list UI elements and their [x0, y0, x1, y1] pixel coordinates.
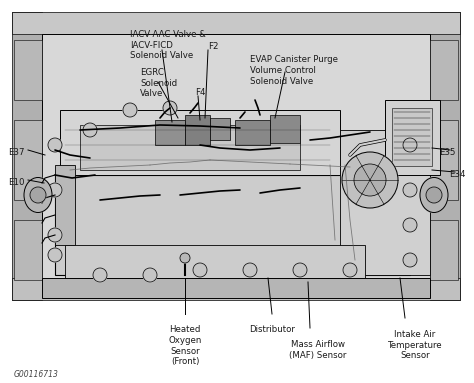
Circle shape [48, 183, 62, 197]
FancyBboxPatch shape [12, 12, 42, 300]
FancyBboxPatch shape [430, 12, 460, 300]
Circle shape [163, 101, 177, 115]
Circle shape [180, 253, 190, 263]
FancyBboxPatch shape [210, 118, 230, 140]
Ellipse shape [24, 177, 52, 213]
Text: G00116713: G00116713 [14, 370, 59, 379]
FancyBboxPatch shape [14, 220, 42, 280]
FancyBboxPatch shape [12, 278, 460, 300]
Text: F4: F4 [195, 88, 206, 97]
FancyBboxPatch shape [55, 165, 75, 245]
FancyBboxPatch shape [392, 108, 432, 166]
FancyBboxPatch shape [385, 100, 440, 175]
Circle shape [293, 263, 307, 277]
Ellipse shape [420, 177, 448, 213]
Text: F2: F2 [208, 42, 219, 51]
FancyBboxPatch shape [430, 40, 458, 100]
FancyBboxPatch shape [80, 125, 300, 170]
Circle shape [123, 103, 137, 117]
Text: IACV-AAC Valve &
IACV-FICD
Solenoid Valve: IACV-AAC Valve & IACV-FICD Solenoid Valv… [130, 30, 206, 61]
Circle shape [48, 228, 62, 242]
FancyBboxPatch shape [55, 175, 410, 275]
Text: Distributor: Distributor [249, 325, 295, 334]
Circle shape [342, 152, 398, 208]
Circle shape [403, 253, 417, 267]
Circle shape [243, 263, 257, 277]
Circle shape [143, 268, 157, 282]
Text: EGRC
Solenoid
Valve: EGRC Solenoid Valve [140, 68, 177, 98]
FancyBboxPatch shape [430, 220, 458, 280]
FancyBboxPatch shape [60, 110, 340, 175]
Circle shape [93, 268, 107, 282]
FancyBboxPatch shape [340, 130, 430, 275]
Text: E10: E10 [8, 178, 25, 187]
FancyBboxPatch shape [235, 120, 270, 145]
FancyBboxPatch shape [12, 12, 460, 34]
FancyBboxPatch shape [42, 278, 430, 298]
Text: Heated
Oxygen
Sensor
(Front): Heated Oxygen Sensor (Front) [168, 325, 202, 366]
Circle shape [403, 218, 417, 232]
FancyBboxPatch shape [42, 34, 430, 280]
Circle shape [426, 187, 442, 203]
Circle shape [48, 248, 62, 262]
Circle shape [83, 123, 97, 137]
Text: Intake Air
Temperature
Sensor: Intake Air Temperature Sensor [388, 330, 442, 360]
FancyBboxPatch shape [14, 120, 42, 200]
Text: E37: E37 [8, 148, 25, 157]
Text: EVAP Canister Purge
Volume Control
Solenoid Valve: EVAP Canister Purge Volume Control Solen… [250, 55, 338, 85]
Circle shape [354, 164, 386, 196]
Circle shape [403, 183, 417, 197]
FancyBboxPatch shape [430, 120, 458, 200]
FancyBboxPatch shape [185, 115, 210, 145]
FancyBboxPatch shape [14, 40, 42, 100]
Circle shape [343, 263, 357, 277]
Circle shape [48, 138, 62, 152]
FancyBboxPatch shape [65, 245, 365, 280]
Circle shape [193, 263, 207, 277]
FancyBboxPatch shape [155, 120, 185, 145]
Circle shape [30, 187, 46, 203]
Text: E34: E34 [449, 170, 466, 179]
Circle shape [403, 138, 417, 152]
Text: Mass Airflow
(MAF) Sensor: Mass Airflow (MAF) Sensor [289, 340, 346, 360]
FancyBboxPatch shape [270, 115, 300, 143]
Text: E35: E35 [439, 148, 456, 157]
